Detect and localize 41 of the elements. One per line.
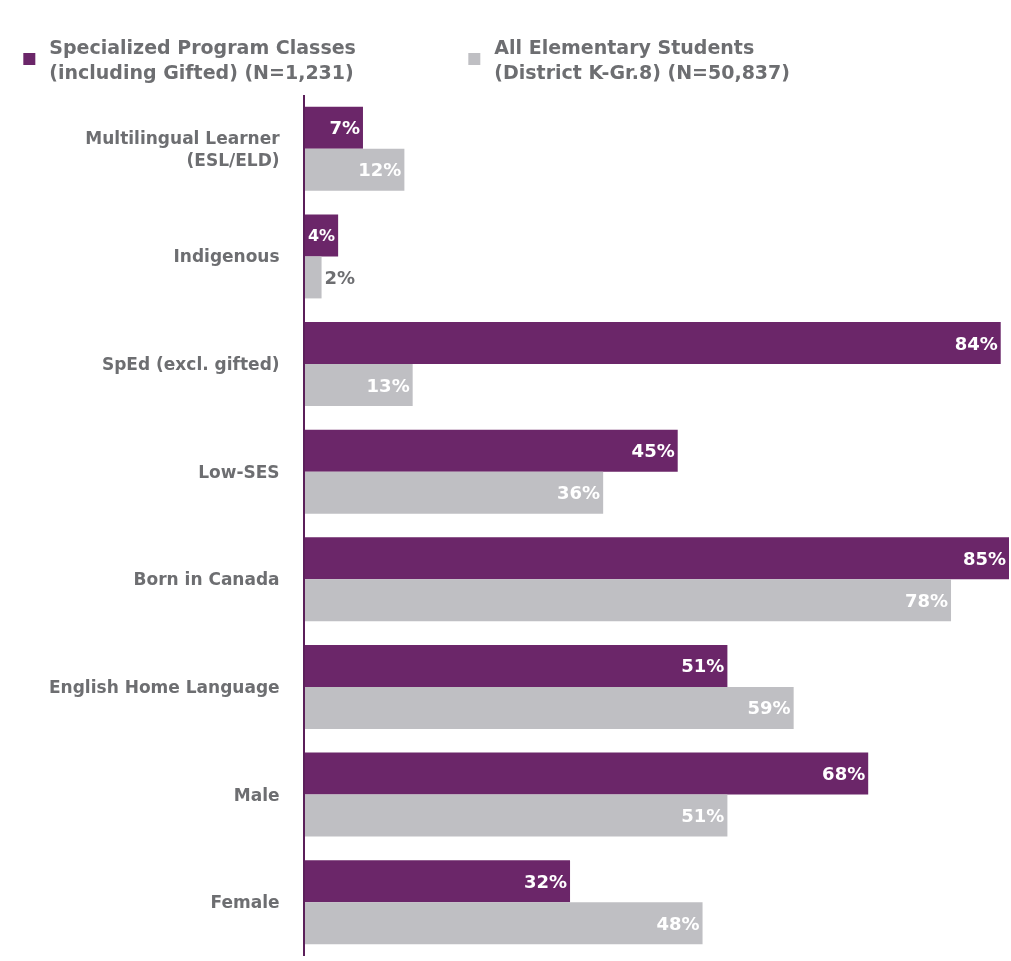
data-label: 13% — [366, 374, 410, 396]
bar — [305, 471, 604, 514]
bar — [305, 537, 1009, 580]
data-label: 36% — [557, 482, 601, 504]
data-label: 84% — [954, 332, 998, 354]
data-label: 78% — [904, 589, 949, 611]
data-label: 51% — [681, 805, 725, 827]
bar — [305, 148, 405, 191]
y-tick-label: Low-SES — [198, 461, 280, 482]
bar — [305, 106, 363, 149]
data-label: 45% — [631, 440, 675, 462]
y-tick-label: Born in Canada — [133, 569, 280, 590]
bar — [305, 364, 413, 407]
bar — [305, 256, 322, 299]
bar — [305, 860, 571, 903]
bar — [305, 322, 1001, 365]
y-tick-label: Multilingual Learner (ESL/ELD) — [85, 127, 281, 170]
bar — [305, 644, 728, 687]
data-label: 68% — [822, 763, 866, 785]
legend-label: All Elementary Students (District K-Gr.8) (N=50,837) — [494, 35, 790, 83]
y-tick-label: English Home Language — [48, 676, 280, 697]
y-tick-label: Indigenous — [173, 246, 280, 267]
data-label: 2% — [324, 266, 356, 288]
data-label: 51% — [681, 655, 725, 677]
bar — [305, 902, 703, 945]
bar — [305, 429, 678, 472]
data-label: 7% — [329, 117, 360, 139]
data-label: 32% — [523, 870, 568, 892]
y-tick-label: SpEd (excl. gifted) — [101, 354, 280, 375]
bar — [305, 794, 728, 837]
bar — [305, 579, 952, 622]
data-label: 59% — [747, 697, 791, 719]
bar — [305, 686, 794, 729]
data-label: 4% — [308, 226, 336, 246]
legend-label: Specialized Program Classes (including Gifted) (N=1,231) — [49, 35, 356, 83]
y-tick-label: Male — [233, 784, 280, 805]
y-tick-label: Female — [210, 892, 280, 913]
data-label: 85% — [962, 547, 1006, 569]
bar — [305, 752, 869, 795]
data-label: 12% — [358, 159, 402, 181]
data-label: 48% — [656, 912, 700, 934]
